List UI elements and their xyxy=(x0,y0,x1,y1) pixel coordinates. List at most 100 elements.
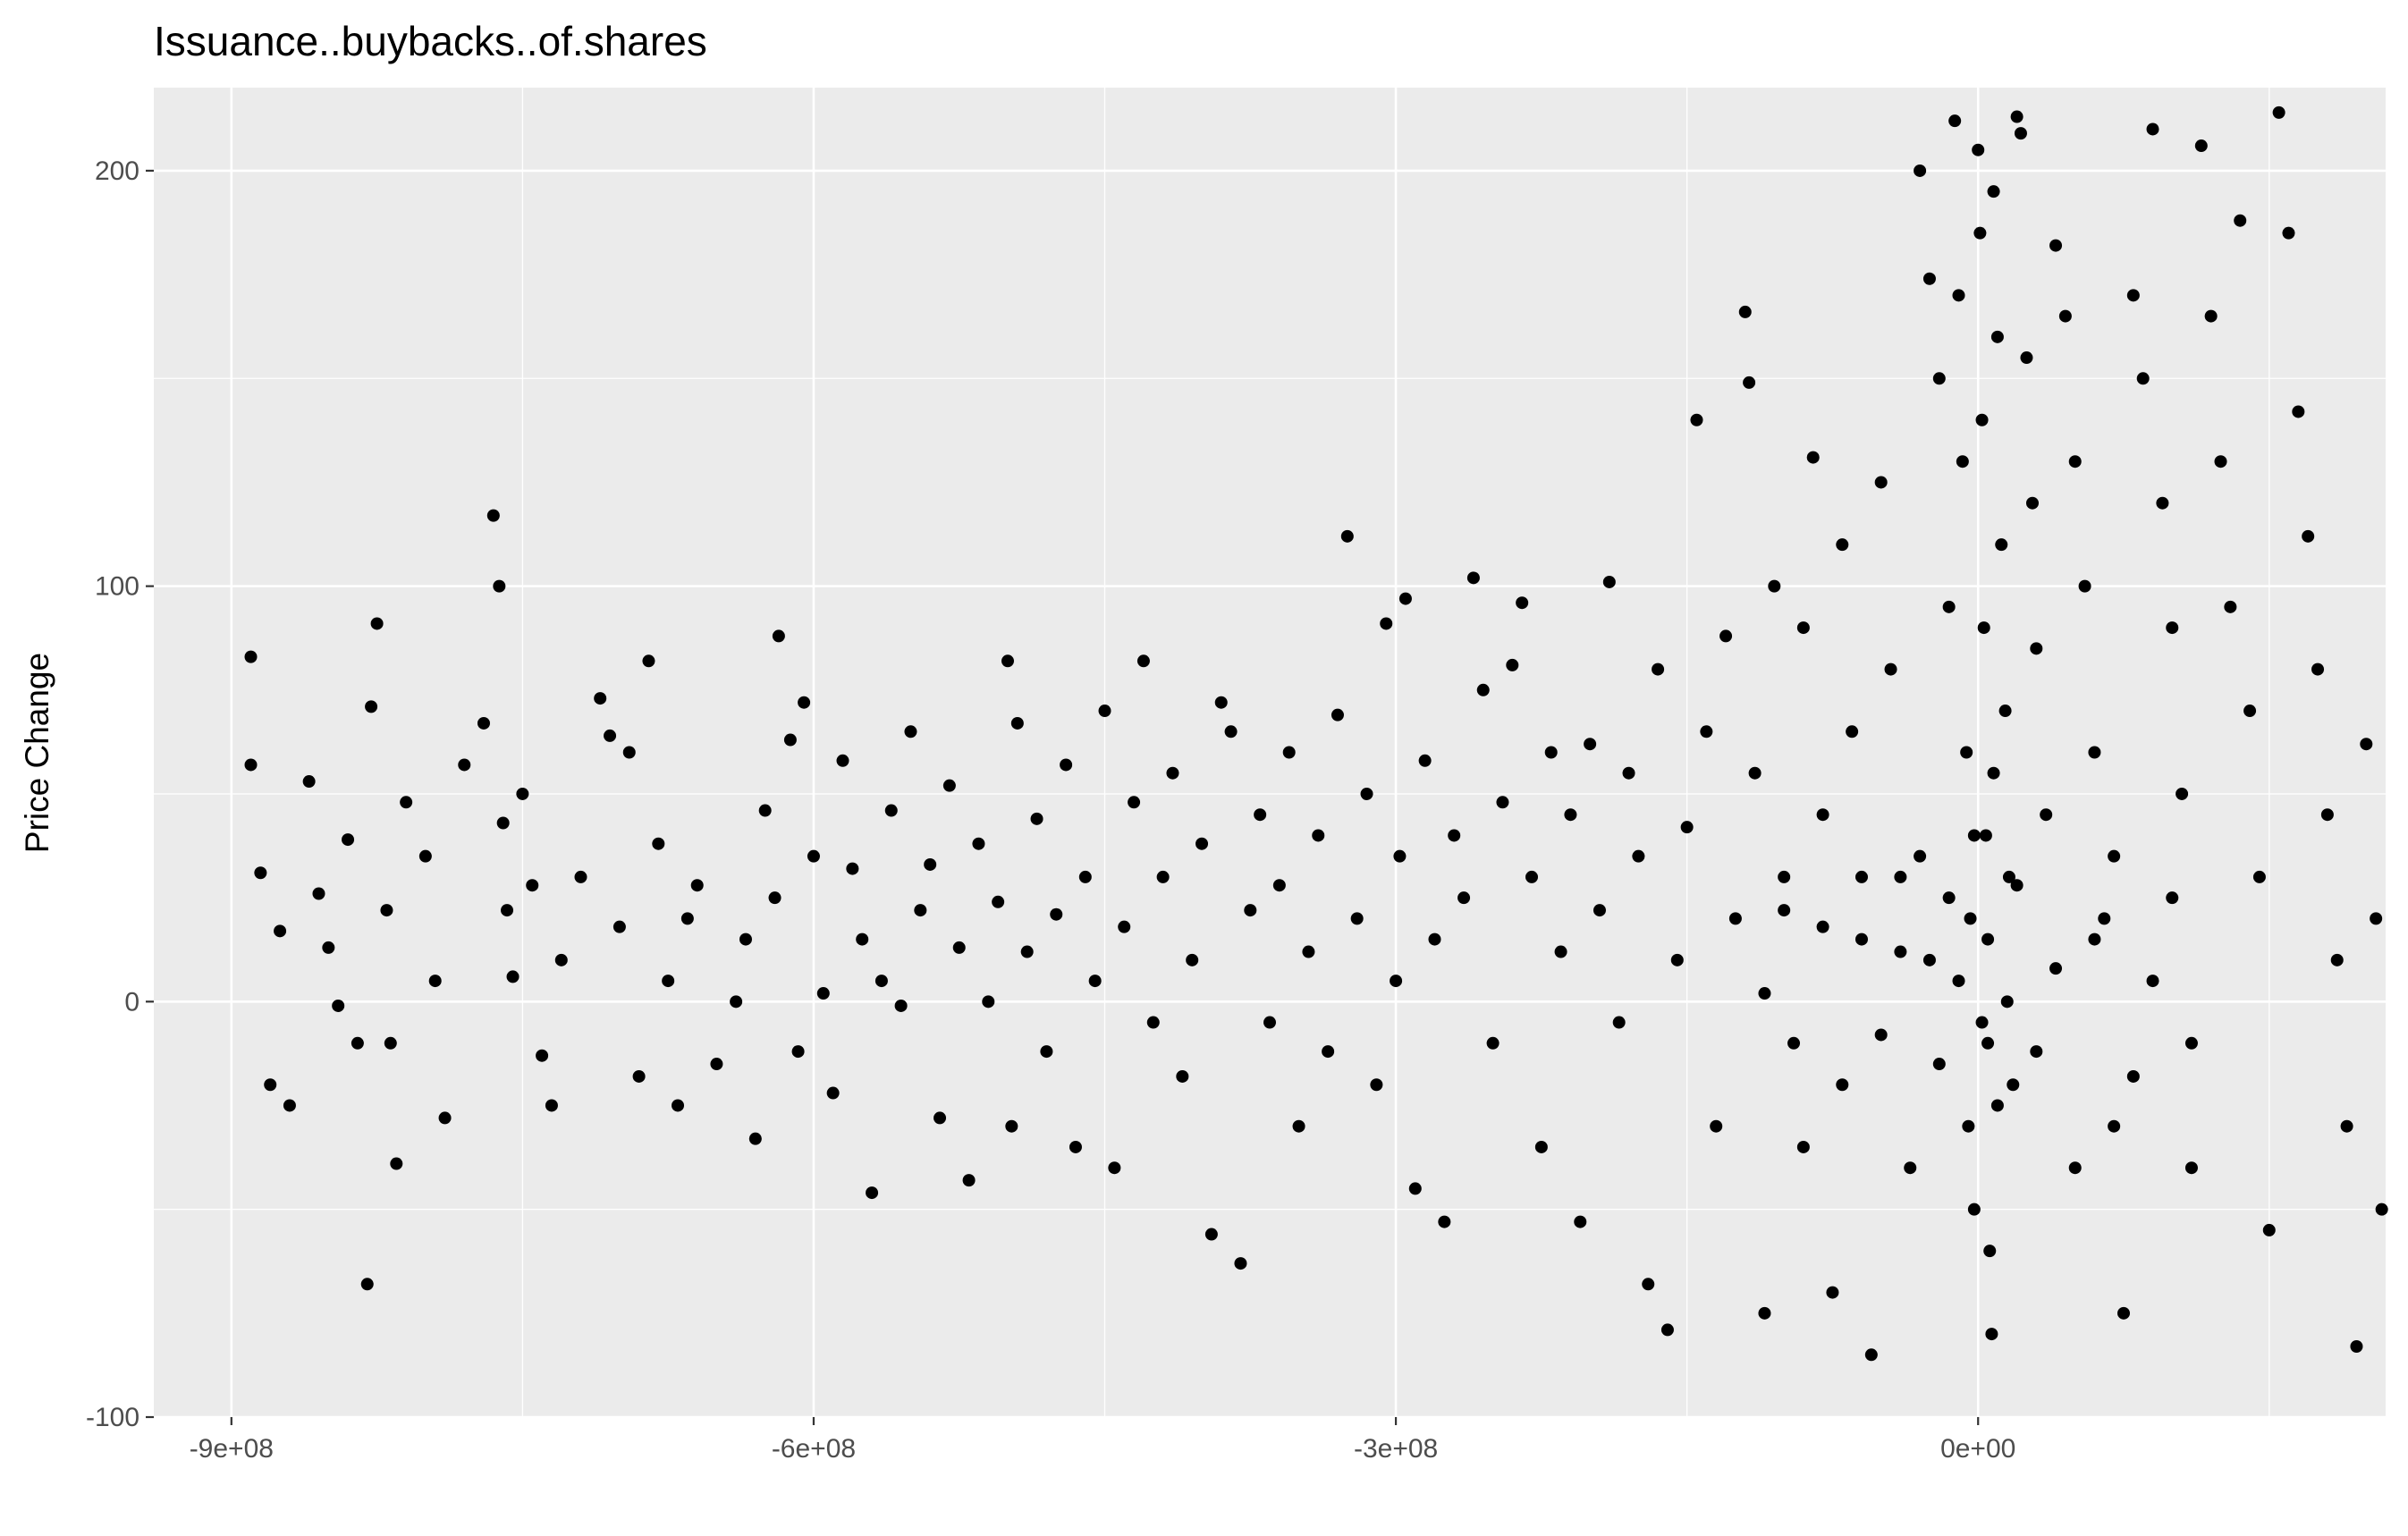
data-point xyxy=(1214,696,1228,709)
data-point xyxy=(791,1045,805,1059)
data-point xyxy=(798,696,811,709)
y-axis-title: Price Change xyxy=(19,653,55,853)
data-point xyxy=(894,999,908,1012)
data-point xyxy=(1922,953,1936,966)
data-point xyxy=(1660,1323,1674,1337)
data-point xyxy=(672,1099,685,1112)
data-point xyxy=(594,692,607,705)
data-point xyxy=(748,1132,762,1145)
data-point xyxy=(2194,139,2208,153)
data-point xyxy=(1826,1286,1839,1299)
data-point xyxy=(1874,1028,1888,1042)
data-point xyxy=(1350,912,1364,925)
data-point xyxy=(506,970,520,983)
data-point xyxy=(2272,105,2285,119)
data-point xyxy=(244,758,258,772)
data-point xyxy=(1983,1245,1997,1258)
axes: -9e+08 -6e+08 -3e+08 0e+00 -100 0 100 200 xyxy=(86,156,2015,1464)
data-point xyxy=(924,857,937,871)
data-point xyxy=(1948,114,1962,128)
data-point xyxy=(1466,571,1480,585)
data-point xyxy=(1166,766,1179,780)
data-point xyxy=(1408,1182,1422,1195)
data-point xyxy=(1977,621,1990,635)
data-points xyxy=(244,105,2388,1362)
data-point xyxy=(1932,1058,1946,1071)
data-point xyxy=(554,953,568,966)
data-point xyxy=(1768,579,1781,593)
data-point xyxy=(418,849,432,863)
data-point xyxy=(1534,1140,1548,1153)
data-point xyxy=(1855,870,1868,883)
data-point xyxy=(1612,1016,1626,1029)
data-point xyxy=(942,779,956,792)
data-point xyxy=(1331,708,1344,722)
data-point xyxy=(1787,1036,1801,1050)
data-point xyxy=(2088,746,2101,759)
data-point xyxy=(758,804,772,817)
data-point xyxy=(1593,904,1606,917)
data-point xyxy=(1998,705,2012,718)
data-point xyxy=(642,654,655,668)
data-point xyxy=(1987,766,2000,780)
data-point xyxy=(904,725,917,738)
data-point xyxy=(1060,758,1073,772)
y-tick-label: 100 xyxy=(95,572,139,602)
data-point xyxy=(2262,1223,2276,1236)
data-point xyxy=(2136,372,2150,385)
data-point xyxy=(1922,272,1936,285)
data-point xyxy=(1254,808,1267,822)
data-point xyxy=(438,1111,452,1125)
data-point xyxy=(458,758,471,772)
data-point xyxy=(952,941,966,954)
data-point xyxy=(807,849,820,863)
data-point xyxy=(1088,975,1102,988)
data-point xyxy=(2068,455,2082,468)
data-point xyxy=(1942,600,1956,613)
data-point xyxy=(1690,413,1703,426)
data-point xyxy=(1340,529,1354,543)
data-point xyxy=(2146,122,2159,136)
data-point xyxy=(1005,1119,1018,1133)
data-point xyxy=(1995,538,2008,552)
data-point xyxy=(2030,642,2043,655)
data-point xyxy=(1448,829,1461,842)
data-point xyxy=(1710,1119,1723,1133)
data-point xyxy=(2078,579,2091,593)
data-point xyxy=(2156,496,2169,510)
data-point xyxy=(1748,766,1762,780)
data-point xyxy=(1244,904,1257,917)
data-point xyxy=(1176,1069,1189,1083)
data-point xyxy=(1418,754,1432,767)
data-point xyxy=(2010,879,2024,892)
data-point xyxy=(1728,912,1742,925)
data-point xyxy=(380,904,393,917)
data-point xyxy=(1136,654,1150,668)
data-point xyxy=(1846,725,1859,738)
data-point xyxy=(2000,995,2014,1009)
data-point xyxy=(1990,330,2004,343)
data-point xyxy=(962,1174,976,1187)
data-point xyxy=(2126,1069,2140,1083)
plot-panel xyxy=(154,88,2386,1417)
data-point xyxy=(1476,683,1490,696)
data-point xyxy=(604,729,617,742)
data-point xyxy=(846,862,859,875)
x-tick-label: 0e+00 xyxy=(1940,1434,2015,1464)
data-point xyxy=(1836,1078,1849,1092)
data-point xyxy=(1962,1119,1975,1133)
data-point xyxy=(739,933,752,946)
data-point xyxy=(2020,351,2033,365)
data-point xyxy=(1050,907,1063,921)
data-point xyxy=(1292,1119,1305,1133)
data-point xyxy=(1156,870,1170,883)
data-point xyxy=(1796,621,1810,635)
data-point xyxy=(2146,975,2159,988)
data-point xyxy=(1894,870,1907,883)
data-point xyxy=(1098,705,1111,718)
data-point xyxy=(1390,975,1403,988)
data-point xyxy=(1914,164,1927,177)
data-point xyxy=(2224,600,2237,613)
data-point xyxy=(2214,455,2227,468)
data-point xyxy=(428,975,442,988)
